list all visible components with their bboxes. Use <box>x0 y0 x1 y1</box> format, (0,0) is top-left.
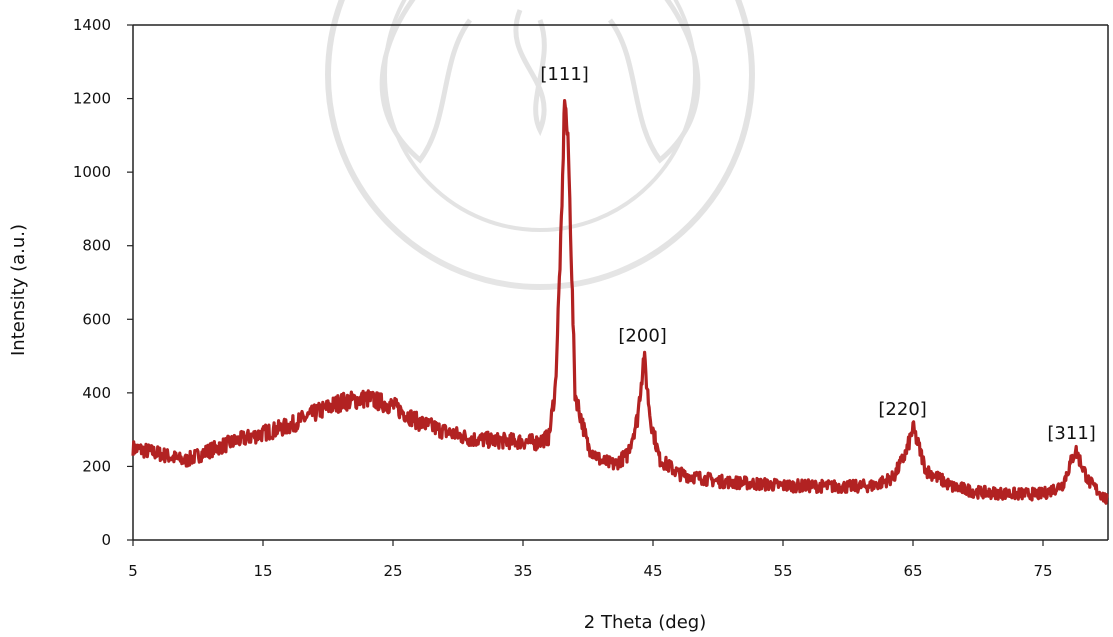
y-tick-label: 1200 <box>73 90 111 108</box>
x-tick-label: 5 <box>128 562 138 580</box>
peak-annotations: [111] [200] [220] [311] <box>540 64 1095 444</box>
x-axis-title: 2 Theta (deg) <box>584 612 706 633</box>
x-tick-label: 65 <box>903 562 922 580</box>
x-axis-ticks: 5 15 25 35 45 55 65 75 <box>128 540 1053 580</box>
y-tick-label: 1000 <box>73 163 111 181</box>
peak-label: [200] <box>618 325 666 346</box>
seal-left-naga <box>379 0 473 164</box>
y-tick-label: 1400 <box>73 16 111 34</box>
peak-label: [311] <box>1047 423 1095 444</box>
seal-inner-ring <box>383 0 697 232</box>
y-tick-label: 400 <box>82 384 111 402</box>
x-tick-label: 15 <box>253 562 272 580</box>
x-tick-label: 25 <box>383 562 402 580</box>
x-tick-label: 75 <box>1033 562 1052 580</box>
peak-label: [111] <box>540 64 588 85</box>
university-seal-watermark <box>325 0 755 290</box>
y-axis-title: Intensity (a.u.) <box>8 224 29 356</box>
seal-right-naga <box>607 0 701 164</box>
y-axis-ticks: 0 200 400 600 800 1000 1200 1400 <box>73 16 133 549</box>
x-tick-label: 55 <box>773 562 792 580</box>
y-tick-label: 200 <box>82 457 111 475</box>
y-tick-label: 0 <box>101 531 111 549</box>
x-tick-label: 45 <box>643 562 662 580</box>
peak-label: [220] <box>878 399 926 420</box>
y-tick-label: 800 <box>82 237 111 255</box>
xrd-pattern-line <box>131 99 1109 505</box>
y-tick-label: 600 <box>82 310 111 328</box>
seal-outer-ring <box>325 0 755 290</box>
seal-center-emblem <box>513 9 547 137</box>
x-tick-label: 35 <box>513 562 532 580</box>
